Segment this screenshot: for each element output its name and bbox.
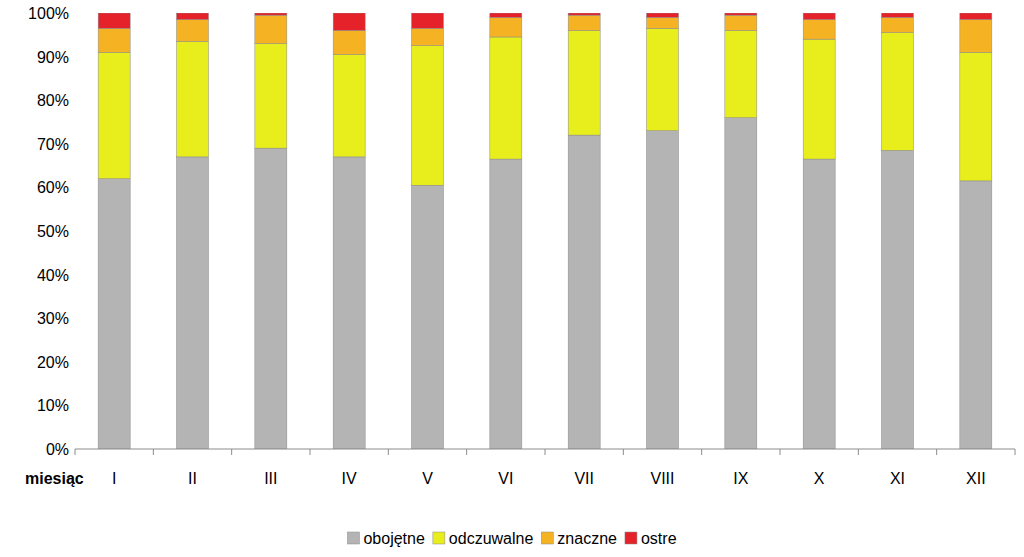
x-tick-label: III: [264, 470, 277, 487]
bar-segment: [647, 131, 679, 449]
legend-swatch: [625, 532, 637, 544]
bar-segment: [568, 15, 600, 30]
bar-segment: [412, 46, 444, 186]
x-tick-label: XII: [966, 470, 986, 487]
x-tick-label: V: [422, 470, 433, 487]
bar-segment: [412, 13, 444, 28]
bar-segment: [177, 20, 209, 42]
bar-segment: [803, 13, 835, 20]
y-tick-label: 50%: [37, 223, 69, 240]
bar-segment: [255, 148, 287, 449]
bars: [98, 13, 992, 449]
bar-segment: [568, 135, 600, 449]
bar-segment: [412, 185, 444, 449]
bar-segment: [882, 150, 914, 449]
x-tick: [153, 449, 154, 455]
bar-segment: [960, 52, 992, 181]
x-tick: [701, 449, 702, 455]
legend-swatch: [347, 532, 359, 544]
bar-segment: [255, 15, 287, 43]
x-axis-label: miesiąc: [25, 470, 84, 487]
y-tick-label: 10%: [37, 397, 69, 414]
x-tick-label: VI: [498, 470, 513, 487]
x-tick: [388, 449, 389, 455]
bar-segment: [98, 179, 130, 449]
bar-segment: [490, 159, 522, 449]
x-tick: [858, 449, 859, 455]
bar-segment: [803, 39, 835, 159]
legend-swatch: [541, 532, 553, 544]
y-tick-label: 100%: [28, 5, 69, 22]
y-tick-label: 60%: [37, 179, 69, 196]
bar-segment: [882, 13, 914, 17]
y-tick-label: 90%: [37, 49, 69, 66]
bar-segment: [725, 118, 757, 449]
x-tick: [780, 449, 781, 455]
legend: obojętne odczuwalne znaczne ostre: [347, 530, 676, 547]
legend-swatch: [433, 532, 445, 544]
bar-segment: [803, 20, 835, 40]
bar-segment: [412, 28, 444, 45]
bar-segment: [647, 17, 679, 28]
bar-segment: [490, 37, 522, 159]
bar-segment: [647, 28, 679, 130]
bar-segment: [333, 13, 365, 30]
bar-segment: [882, 17, 914, 32]
y-tick-label: 20%: [37, 354, 69, 371]
legend-label: obojętne: [363, 530, 424, 547]
x-tick-label: IX: [733, 470, 748, 487]
x-tick: [466, 449, 467, 455]
bar-segment: [725, 15, 757, 30]
legend-label: ostre: [641, 530, 677, 547]
y-tick-label: 30%: [37, 310, 69, 327]
bar-segment: [960, 20, 992, 53]
bar-segment: [960, 181, 992, 449]
bar-segment: [647, 13, 679, 17]
bar-segment: [255, 13, 287, 15]
bar-segment: [882, 33, 914, 151]
x-tick: [545, 449, 546, 455]
bar-segment: [98, 13, 130, 28]
bar-segment: [568, 30, 600, 135]
x-tick: [623, 449, 624, 455]
bar-segment: [333, 54, 365, 156]
bar-segment: [960, 13, 992, 20]
bar-segment: [568, 13, 600, 15]
x-tick-label: XI: [890, 470, 905, 487]
chart: 0%10%20%30%40%50%60%70%80%90%100%IIIIIII…: [0, 0, 1024, 557]
x-tick: [936, 449, 937, 455]
bar-segment: [177, 13, 209, 20]
y-tick-label: 70%: [37, 136, 69, 153]
y-tick-label: 80%: [37, 92, 69, 109]
x-tick-label: X: [814, 470, 825, 487]
bar-segment: [333, 30, 365, 54]
x-tick-label: VII: [574, 470, 594, 487]
bar-segment: [177, 41, 209, 157]
bar-segment: [98, 52, 130, 178]
x-tick-label: II: [188, 470, 197, 487]
bar-segment: [803, 159, 835, 449]
x-tick: [231, 449, 232, 455]
bar-segment: [333, 157, 365, 449]
y-tick-label: 0%: [46, 441, 69, 458]
legend-label: znaczne: [557, 530, 617, 547]
x-tick: [310, 449, 311, 455]
x-tick-label: VIII: [650, 470, 674, 487]
bar-segment: [725, 13, 757, 15]
bar-segment: [725, 30, 757, 117]
bar-segment: [98, 28, 130, 52]
legend-label: odczuwalne: [449, 530, 534, 547]
bar-segment: [255, 44, 287, 149]
bar-segment: [177, 157, 209, 449]
x-tick: [75, 449, 76, 455]
x-tick-label: IV: [342, 470, 357, 487]
x-tick: [1015, 449, 1016, 455]
bar-segment: [490, 17, 522, 37]
bar-segment: [490, 13, 522, 17]
y-tick-label: 40%: [37, 267, 69, 284]
x-tick-label: I: [112, 470, 116, 487]
